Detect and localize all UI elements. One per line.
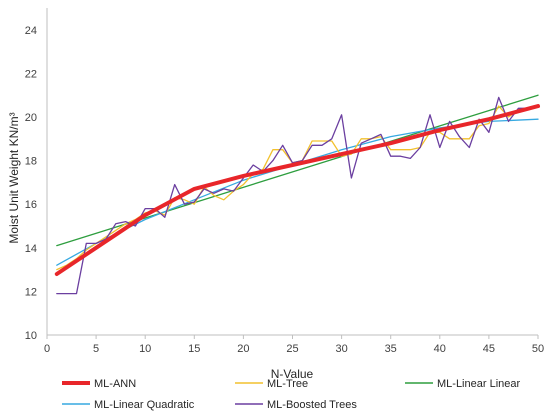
x-tick-label: 0	[44, 343, 50, 355]
y-tick-label: 18	[25, 156, 37, 168]
legend-item-ml-boosted-trees: ML-Boosted Trees	[235, 399, 357, 411]
legend-item-ml-linear-linear: ML-Linear Linear	[405, 378, 520, 390]
y-tick-label: 16	[25, 199, 37, 211]
legend-label: ML-Boosted Trees	[267, 399, 357, 411]
x-tick-label: 25	[286, 343, 298, 355]
legend-item-ml-tree: ML-Tree	[235, 378, 308, 390]
series-line-ml-linear-quadratic	[56, 118, 539, 266]
series-line-ml-boosted-trees	[56, 96, 539, 295]
x-tick-label: 20	[237, 343, 249, 355]
y-tick-label: 14	[25, 243, 37, 255]
legend-label: ML-Linear Quadratic	[94, 399, 195, 411]
x-tick-label: 15	[188, 343, 200, 355]
axes-layer: 0 5 10 15 20 25 30 35 40 45 50 10 12 14 16 18 20 22 24	[25, 8, 544, 355]
y-axis-title: Moist Unit Weight KN/m³	[7, 112, 21, 243]
legend-label: ML-ANN	[94, 378, 136, 390]
x-tick-label: 40	[434, 343, 446, 355]
x-tick-label: 5	[93, 343, 99, 355]
y-tick-label: 12	[25, 286, 37, 298]
legend-label: ML-Linear Linear	[437, 378, 520, 390]
series-line-ml-tree	[56, 105, 539, 271]
x-tick-label: 30	[335, 343, 347, 355]
legend: ML-ANN ML-Tree ML-Linear Linear ML-Linear Q…	[62, 378, 520, 411]
x-tick-label: 50	[532, 343, 544, 355]
y-tick-label: 10	[25, 330, 37, 342]
x-tick-label: 35	[385, 343, 397, 355]
legend-item-ml-linear-quadratic: ML-Linear Quadratic	[62, 399, 195, 411]
series-line-ml-ann	[54, 104, 540, 276]
x-tick-label: 10	[139, 343, 151, 355]
y-tick-label: 22	[25, 68, 37, 80]
legend-label: ML-Tree	[267, 378, 308, 390]
series-layer	[54, 94, 540, 295]
x-tick-label: 45	[483, 343, 495, 355]
y-tick-label: 24	[25, 25, 37, 37]
x-axis-title: N-Value	[271, 367, 314, 381]
y-tick-label: 20	[25, 112, 37, 124]
legend-item-ml-ann: ML-ANN	[62, 378, 136, 390]
